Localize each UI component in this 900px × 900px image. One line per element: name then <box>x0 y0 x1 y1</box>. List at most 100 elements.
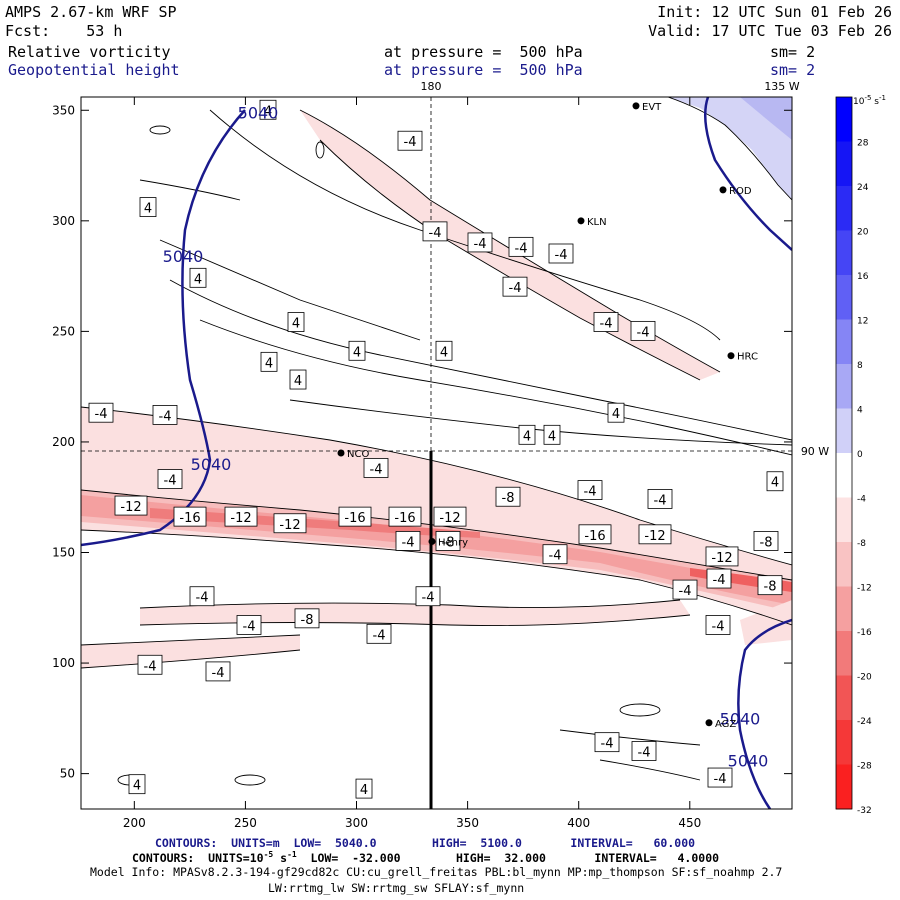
footer-model-physics: LW:rrtmg_lw SW:rrtmg_sw SFLAY:sf_mynn <box>268 881 525 895</box>
contour-line <box>169 279 792 441</box>
contour-line <box>159 239 421 341</box>
vorticity-label-box <box>757 575 783 596</box>
vorticity-label-text: -12 <box>279 518 300 533</box>
station-dot <box>705 719 713 727</box>
vorticity-label-box <box>593 312 619 332</box>
vorticity-label-text: -4 <box>555 248 568 263</box>
vorticity-label-box <box>706 568 732 589</box>
vorticity-label-box <box>707 767 733 788</box>
vorticity-label: 4 <box>289 369 307 390</box>
vorticity-label: -4 <box>706 568 732 589</box>
vorticity-label: -16 <box>338 506 372 527</box>
vorticity-label: -8 <box>435 531 461 551</box>
colorbar-level: 20 <box>857 228 869 238</box>
vorticity-label-text: -4 <box>584 485 597 500</box>
vorticity-label-box <box>415 586 441 607</box>
contour-loop <box>619 703 661 717</box>
vorticity-label-text: 4 <box>265 356 273 371</box>
vorticity-label: -4 <box>705 615 731 635</box>
vorticity-label: 4 <box>128 774 146 795</box>
valid-time: Valid: 17 UTC Tue 03 Feb 26 <box>648 22 892 40</box>
vorticity-label-box <box>157 469 183 489</box>
vorticity-label-box <box>205 661 231 682</box>
height-contour-5040-ne <box>703 97 792 251</box>
vorticity-label-text: -4 <box>601 737 614 752</box>
vorticity-label-box <box>543 424 561 445</box>
vorticity-label-box <box>395 531 421 551</box>
contour-line <box>139 614 691 627</box>
station-dot <box>727 352 735 360</box>
colorbar-swatch <box>836 408 852 454</box>
station-markers: EVT ROD KLN HRC NCO Henry AGZ <box>337 102 758 730</box>
vorticity-label-text: 4 <box>771 476 779 491</box>
colorbar-level: -12 <box>857 584 872 594</box>
vorticity-label-box <box>189 586 215 607</box>
x-tick-label: 450 <box>678 816 701 830</box>
vorticity-label-text: -4 <box>164 474 177 489</box>
height-labels: 5040 5040 5040 5040 5040 <box>163 103 769 770</box>
vorticity-label: -12 <box>273 513 307 534</box>
vorticity-label: -4 <box>157 469 183 489</box>
vorticity-label-text: -4 <box>712 619 725 634</box>
vorticity-label-text: -8 <box>502 491 515 506</box>
vorticity-label-text: -4 <box>654 493 667 508</box>
colorbar-swatch <box>836 97 852 142</box>
colorbar-level: -8 <box>857 539 866 549</box>
footer-vorticity-contours: CONTOURS: UNITS=10-5 s-1 LOW= -32.000 HI… <box>132 850 720 865</box>
contour-line <box>319 139 701 381</box>
fcst-label: Fcst: <box>5 22 51 40</box>
vorticity-label: -4 <box>631 741 657 761</box>
vorticity-label-box <box>355 778 373 799</box>
contour-loop <box>149 125 171 135</box>
vorticity-label-text: 4 <box>548 429 556 444</box>
colorbar-swatch <box>836 275 852 320</box>
contour-line <box>81 634 301 646</box>
station-dot <box>719 186 727 194</box>
vorticity-label-box <box>647 489 673 509</box>
vorticity-label-text: -4 <box>509 281 522 296</box>
geopotential-contours <box>81 97 792 809</box>
vorticity-label-text: 4 <box>523 429 531 444</box>
model-title: AMPS 2.67-km WRF SP <box>5 3 177 21</box>
vorticity-label-text: 4 <box>353 345 361 360</box>
colorbar-unit: 10-5 s-1 <box>853 94 886 107</box>
vorticity-label-text: -12 <box>644 529 665 544</box>
vorticity-label-box <box>577 480 603 500</box>
height-label: 5040 <box>238 103 279 122</box>
vorticity-label-box <box>422 221 448 242</box>
vorticity-label: -12 <box>224 506 258 527</box>
fcst-value: 53 h <box>86 22 123 40</box>
colorbar-swatch <box>836 542 852 587</box>
vorticity-label: -4 <box>137 654 163 675</box>
vorticity-label: -4 <box>88 402 114 423</box>
vorticity-label-text: -12 <box>439 511 460 526</box>
vorticity-label-box <box>607 402 625 423</box>
vorticity-label: 4 <box>355 778 373 799</box>
height-label: 5040 <box>163 247 204 266</box>
vorticity-label-text: -4 <box>243 619 256 634</box>
vorticity-label-text: 4 <box>264 104 272 119</box>
vorticity-label-box <box>435 340 453 361</box>
contour-line <box>289 399 792 446</box>
vorticity-label-box <box>363 458 389 478</box>
station-label: ROD <box>729 186 752 197</box>
vorticity-label: 4 <box>139 197 157 217</box>
contour-line <box>81 406 792 566</box>
vorticity-label-box <box>260 351 278 372</box>
y-tick-label: 150 <box>52 546 75 560</box>
height-contour-5040-east <box>737 618 792 809</box>
vorticity-label-text: -4 <box>474 237 487 252</box>
colorbar-level: -32 <box>857 806 872 816</box>
contour-loop <box>234 774 266 786</box>
station-label: NCO <box>347 449 369 460</box>
field1-level: at pressure = 500 hPa <box>384 43 583 61</box>
colorbar-swatch <box>836 764 852 810</box>
contour-line <box>599 759 701 781</box>
vorticity-label: -4 <box>467 232 493 253</box>
vorticity-label-text: -4 <box>679 584 692 599</box>
vorticity-label: -12 <box>705 546 739 567</box>
vorticity-label-text: -16 <box>344 511 365 526</box>
colorbar-frame <box>835 96 853 810</box>
height-contour-5040-west <box>81 109 246 547</box>
